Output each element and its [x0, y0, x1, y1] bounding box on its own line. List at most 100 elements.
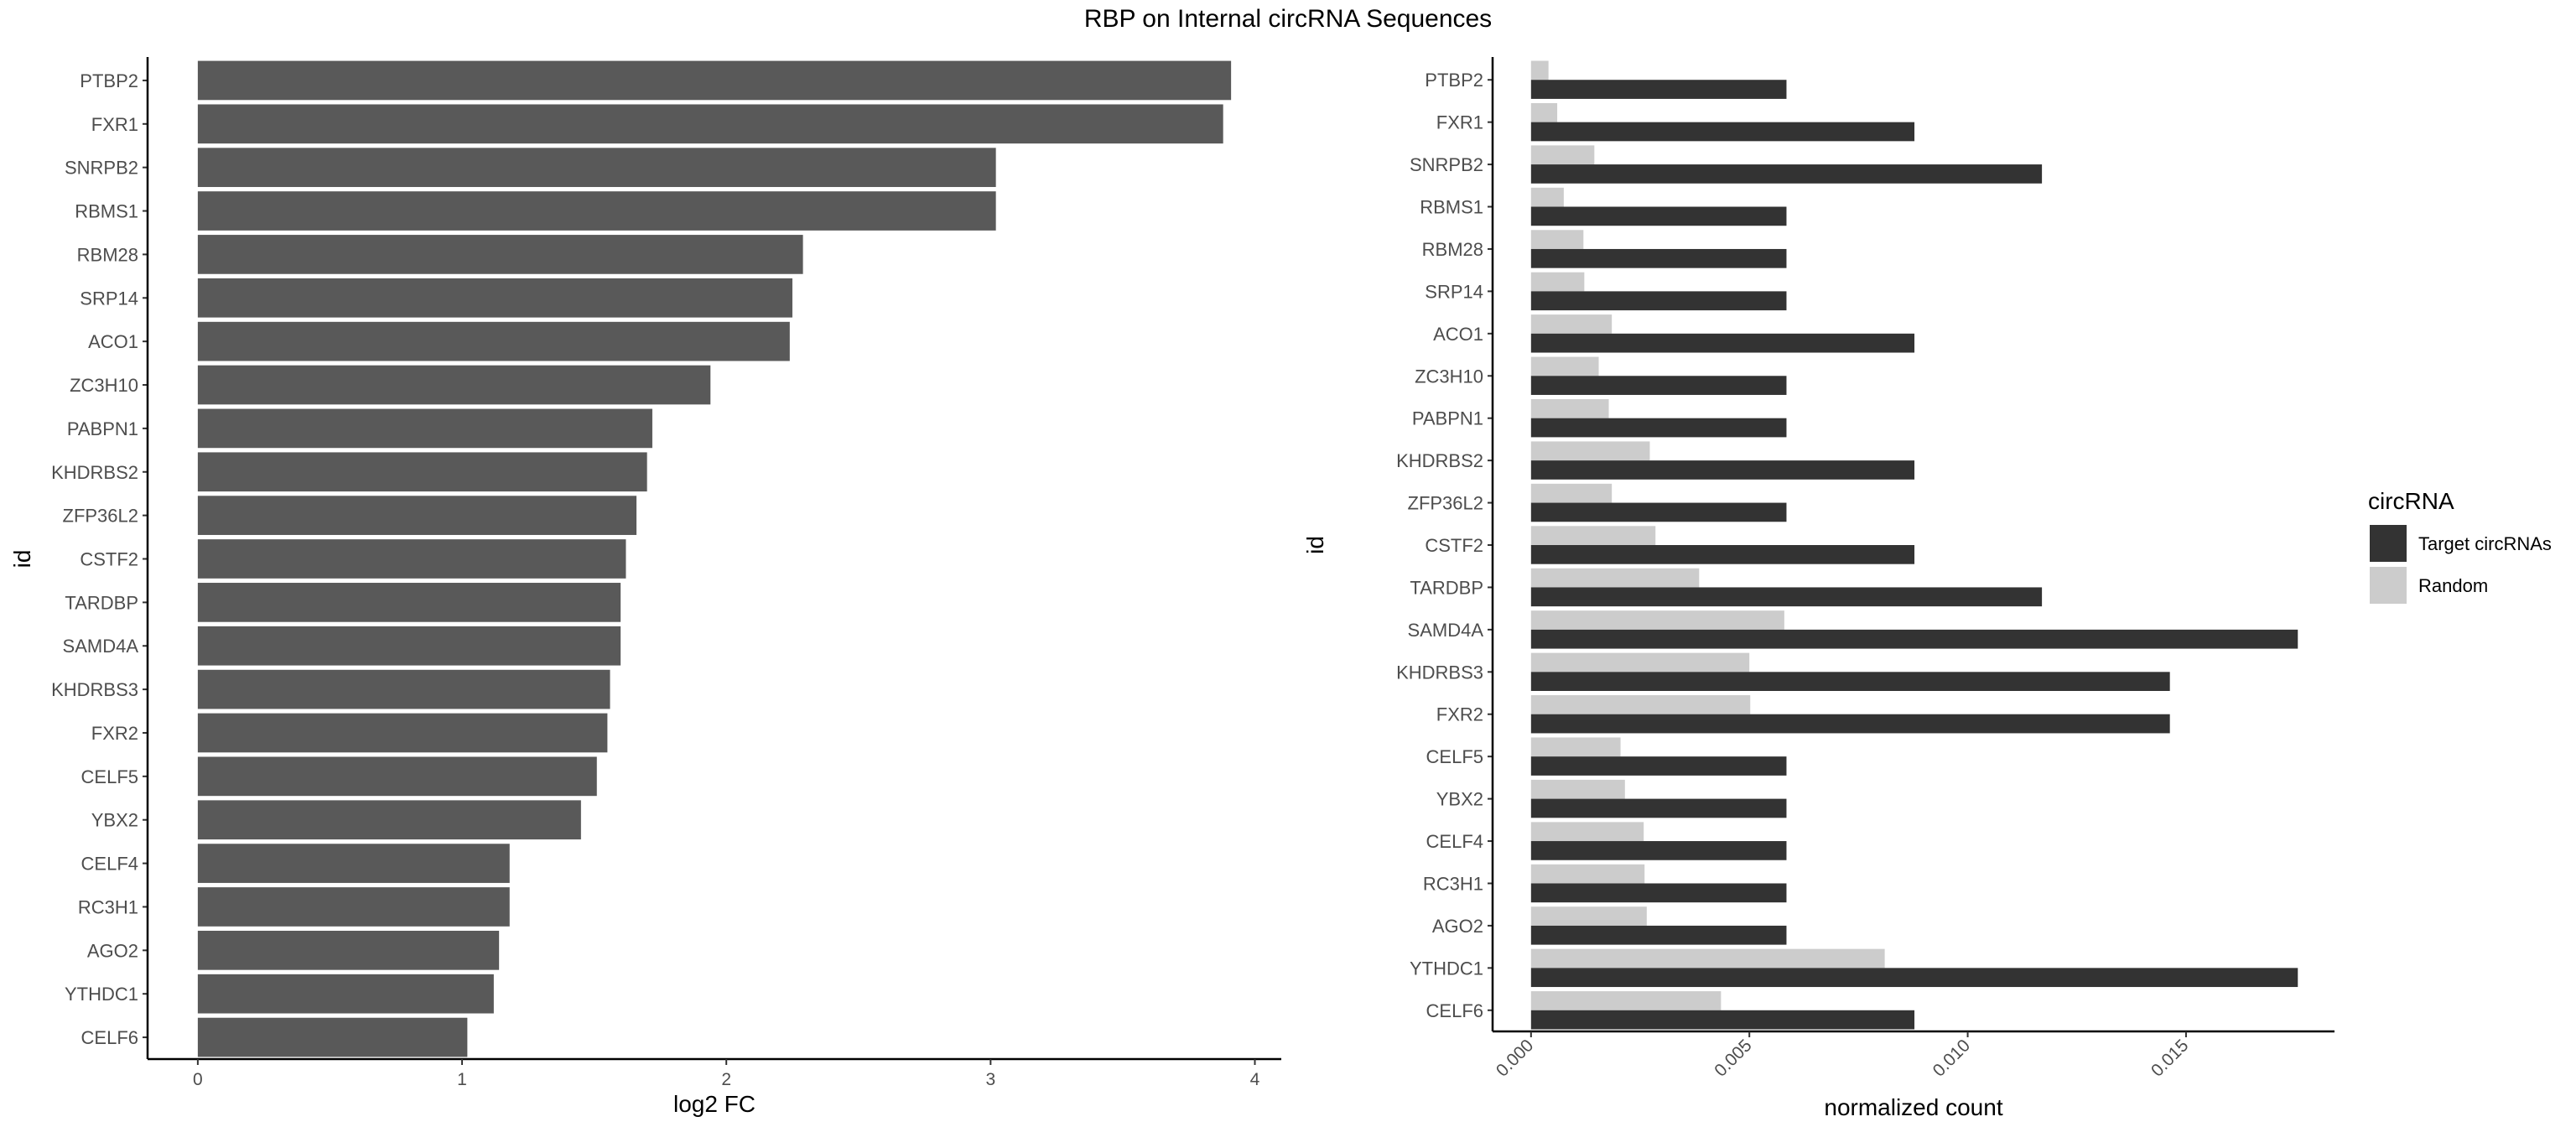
x-tick-label-0-010: 0.010: [1929, 1036, 1974, 1080]
bar-celf4: [197, 844, 510, 883]
bar-random-snrpb2: [1530, 145, 1595, 165]
y-tick-label-celf6: CELF6: [81, 1027, 138, 1048]
y-axis-title: id: [1302, 536, 1328, 554]
bar-target-ptbp2: [1530, 80, 1787, 99]
bar-random-celf4: [1530, 822, 1644, 842]
y-tick-label-khdrbs3: KHDRBS3: [51, 679, 138, 700]
bar-srp14: [197, 278, 792, 318]
bar-ybx2: [197, 800, 581, 840]
bar-celf5: [197, 756, 597, 797]
bar-ago2: [197, 930, 500, 970]
x-tick-label-1: 1: [457, 1070, 467, 1089]
y-tick-label-zfp36l2: ZFP36L2: [63, 506, 139, 527]
bar-target-pabpn1: [1530, 418, 1787, 438]
y-tick-label-snrpb2: SNRPB2: [65, 158, 138, 179]
y-tick-label-ythdc1: YTHDC1: [65, 984, 138, 1005]
y-tick-label-ptbp2: PTBP2: [80, 70, 138, 91]
y-tick-label-rbms1: RBMS1: [75, 201, 138, 222]
x-tick-label-3: 3: [985, 1070, 995, 1089]
bar-snrpb2: [197, 148, 996, 188]
legend-title: circRNA: [2368, 488, 2454, 514]
y-tick-label-zc3h10: ZC3H10: [70, 375, 138, 396]
bar-random-aco1: [1530, 314, 1613, 334]
y-tick-label-rbms1: RBMS1: [1420, 197, 1483, 218]
bar-rbms1: [197, 191, 996, 231]
bar-target-rc3h1: [1530, 883, 1787, 903]
y-tick-label-srp14: SRP14: [80, 288, 138, 309]
y-tick-label-tardbp: TARDBP: [1410, 577, 1483, 598]
bar-random-rbms1: [1530, 187, 1564, 207]
y-tick-label-ythdc1: YTHDC1: [1410, 958, 1483, 979]
log2fc-bar-chart: PTBP2 FXR1 SNRPB2 RBMS1 RBM28 SRP14 ACO1 ZC3H10…: [9, 57, 1281, 1117]
bar-target-celf5: [1530, 756, 1787, 776]
bar-ythdc1: [197, 974, 494, 1014]
bar-random-fxr1: [1530, 102, 1558, 122]
y-tick-label-celf4: CELF4: [1426, 831, 1483, 852]
bar-celf6: [197, 1017, 468, 1057]
y-tick-label-pabpn1: PABPN1: [67, 418, 138, 439]
bar-rc3h1: [197, 887, 510, 927]
y-tick-label-fxr1: FXR1: [1436, 112, 1483, 133]
y-tick-label-fxr1: FXR1: [91, 114, 138, 135]
bar-target-zc3h10: [1530, 376, 1787, 395]
y-tick-label-cstf2: CSTF2: [80, 549, 138, 570]
bar-random-ptbp2: [1530, 60, 1549, 80]
bar-target-khdrbs2: [1530, 460, 1915, 480]
bar-random-celf5: [1530, 737, 1621, 757]
x-tick-label-0-005: 0.005: [1711, 1036, 1755, 1080]
y-tick-label-ybx2: YBX2: [91, 810, 138, 831]
y-tick-label-samd4a: SAMD4A: [63, 636, 139, 657]
normalized-count-bar-chart: PTBP2 FXR1 SNRPB2 RBMS1 RBM28 SRP14 ACO1 ZC3H10…: [1302, 57, 2334, 1120]
y-tick-label-pabpn1: PABPN1: [1412, 408, 1483, 429]
bar-khdrbs3: [197, 669, 610, 709]
bar-pabpn1: [197, 408, 652, 449]
y-tick-label-rc3h1: RC3H1: [78, 896, 138, 917]
bar-fxr1: [197, 104, 1223, 144]
bar-target-samd4a: [1530, 629, 2298, 649]
bar-random-rbm28: [1530, 230, 1584, 249]
bar-target-ythdc1: [1530, 968, 2298, 988]
x-tick-label-0: 0: [193, 1070, 203, 1089]
x-axis-title: log2 FC: [673, 1091, 756, 1117]
figure-title: RBP on Internal circRNA Sequences: [1084, 5, 1492, 33]
y-tick-label-ybx2: YBX2: [1436, 789, 1483, 810]
bar-zc3h10: [197, 365, 711, 405]
bar-target-zfp36l2: [1530, 502, 1787, 522]
y-tick-label-cstf2: CSTF2: [1425, 535, 1483, 556]
bar-random-fxr2: [1530, 695, 1751, 714]
y-tick-label-khdrbs2: KHDRBS2: [1396, 450, 1483, 471]
legend-key-random: [2370, 567, 2407, 604]
y-tick-label-zc3h10: ZC3H10: [1415, 366, 1483, 387]
bar-tardbp: [197, 583, 621, 622]
bar-target-rbm28: [1530, 248, 1787, 268]
bar-ptbp2: [197, 60, 1232, 101]
bar-target-ago2: [1530, 925, 1787, 945]
x-tick-label-4: 4: [1250, 1070, 1260, 1089]
bar-target-rbms1: [1530, 206, 1787, 226]
bar-random-zfp36l2: [1530, 483, 1613, 503]
x-tick-label-2: 2: [721, 1070, 731, 1089]
y-tick-label-rc3h1: RC3H1: [1423, 873, 1483, 894]
bar-target-cstf2: [1530, 545, 1915, 564]
y-tick-label-khdrbs2: KHDRBS2: [51, 462, 138, 483]
y-tick-label-aco1: ACO1: [1433, 324, 1483, 345]
legend-key-target-circrnas: [2370, 525, 2407, 562]
bar-target-fxr1: [1530, 122, 1915, 142]
bar-fxr2: [197, 713, 608, 753]
y-tick-label-fxr2: FXR2: [1436, 704, 1483, 725]
y-tick-label-celf5: CELF5: [81, 766, 138, 787]
bar-samd4a: [197, 626, 621, 666]
y-tick-label-aco1: ACO1: [88, 331, 138, 352]
y-tick-label-samd4a: SAMD4A: [1408, 620, 1484, 641]
bar-random-samd4a: [1530, 610, 1784, 630]
bar-random-pabpn1: [1530, 399, 1609, 418]
legend-label-random: Random: [2418, 575, 2488, 596]
bar-rbm28: [197, 235, 803, 274]
bar-random-khdrbs3: [1530, 652, 1750, 673]
bar-target-aco1: [1530, 333, 1915, 353]
bar-random-cstf2: [1530, 526, 1656, 545]
bar-random-zc3h10: [1530, 356, 1599, 377]
bar-target-tardbp: [1530, 587, 2043, 607]
y-tick-label-ptbp2: PTBP2: [1425, 70, 1483, 91]
y-tick-label-fxr2: FXR2: [91, 723, 138, 744]
